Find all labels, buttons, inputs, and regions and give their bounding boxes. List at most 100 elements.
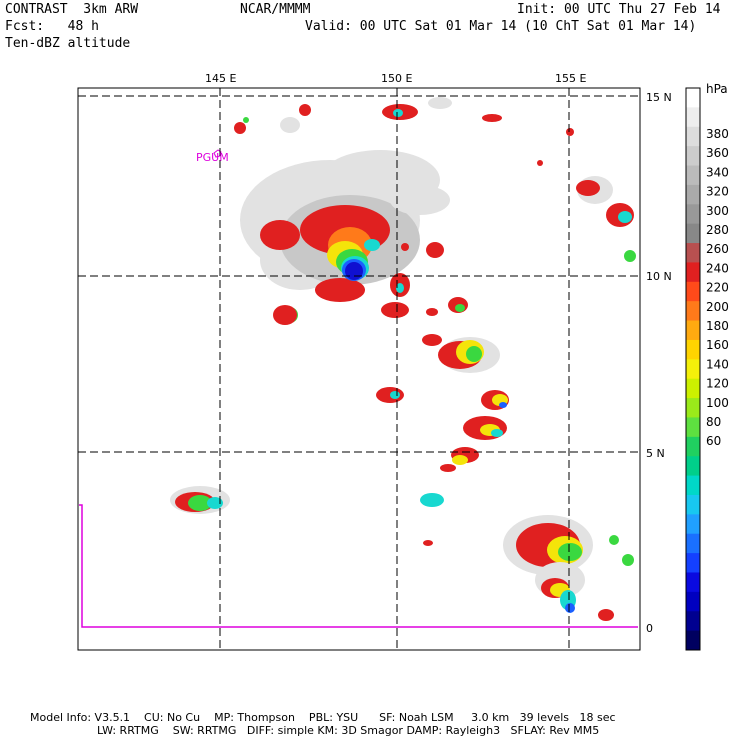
colorbar-swatch [686,281,700,302]
echo-cell [396,283,404,293]
echo-cell [234,122,246,134]
echo-cell [280,117,300,133]
colorbar-swatch [686,184,700,205]
colorbar-swatch [686,398,700,418]
organization: NCAR/MMMM [240,2,311,17]
colorbar-swatch [686,243,700,263]
echo-cell [381,302,409,318]
colorbar-label: 100 [706,396,729,410]
map-frame [77,87,641,651]
echo-cell [390,391,400,399]
init-time: Init: 00 UTC Thu 27 Feb 14 [517,2,721,17]
field-name: Ten-dBZ altitude [5,36,131,51]
echo-cell [598,609,614,621]
echo-cell [364,239,380,251]
colorbar-label: 240 [706,261,729,275]
echo-cell [401,243,409,251]
colorbar-swatch [686,359,700,380]
lon-label-155: 155 E [555,72,586,85]
valid-time: Valid: 00 UTC Sat 01 Mar 14 (10 ChT Sat … [305,19,697,34]
colorbar-label: 160 [706,338,729,352]
lat-label-5: 5 N [646,447,665,460]
colorbar-swatch [686,553,700,573]
echo-cell [618,211,632,223]
colorbar-swatch [686,320,700,341]
colorbar-swatch [686,456,700,477]
echo-cell [428,97,452,109]
colorbar-label: 260 [706,242,729,256]
colorbar-swatch [686,223,700,244]
echo-cell [452,455,468,465]
forecast-hour: Fcst: 48 h [5,19,99,34]
colorbar-labels: 380 360 340 320 300 280 260 240 220 200 180 160 140 1… [706,127,729,448]
colorbar-swatch [686,591,700,612]
echo-cell [455,304,465,312]
colorbar-swatch [686,165,700,186]
colorbar-label: 360 [706,146,729,160]
coast-boundary [79,504,638,628]
echo-cell [420,493,444,507]
echo-cell [426,308,438,316]
colorbar-swatch [686,514,700,535]
colorbar-frame [685,87,701,651]
echo-cell [315,278,365,302]
echo-cell [466,346,482,362]
colorbar-swatch [686,146,700,167]
footer-physics-info: LW: RRTMG SW: RRTMG DIFF: simple KM: 3D … [97,724,600,737]
echo-cell [390,185,450,215]
echo-cell [188,495,212,511]
colorbar-label: 180 [706,319,729,333]
station-label-pgum: PGUM [196,151,229,164]
colorbar-label: 320 [706,185,729,199]
colorbar-label: 140 [706,357,729,371]
colorbar-label: 380 [706,127,729,141]
echo-cell [537,160,543,166]
echo-cell [576,180,600,196]
colorbar-swatch [686,494,700,515]
lat-lon-grid [78,88,640,650]
colorbar-swatch [686,630,700,651]
colorbar-swatch [686,339,700,360]
lon-label-145: 145 E [205,72,236,85]
colorbar-label: 280 [706,223,729,237]
colorbar-unit: hPa [706,82,728,96]
echo-cell [273,305,297,325]
radar-echoes [170,97,636,621]
colorbar-label: 300 [706,204,729,218]
model-title: CONTRAST 3km ARW [5,2,139,17]
echo-cell [491,429,503,437]
echo-cell [565,603,575,613]
lat-label-15: 15 N [646,91,672,104]
echo-cell [423,540,433,546]
colorbar-swatch [686,262,700,283]
echo-cell [426,242,444,258]
colorbar-swatch [686,88,700,108]
colorbar-swatch [686,417,700,438]
colorbar-swatch [686,572,700,593]
echo-cell [482,114,502,122]
colorbar-swatch [686,475,700,496]
footer-model-info: Model Info: V3.5.1 CU: No Cu MP: Thompso… [30,711,616,724]
colorbar-swatch [686,436,700,457]
echo-cell [260,220,300,250]
colorbar [685,87,701,651]
echo-cell [440,464,456,472]
echo-cell [622,554,634,566]
echo-cell [499,402,507,408]
colorbar-label: 200 [706,300,729,314]
lat-label-10: 10 N [646,270,672,283]
colorbar-swatch [686,533,700,554]
colorbar-swatch [686,204,700,225]
echo-cell [299,104,311,116]
colorbar-label: 60 [706,434,721,448]
echo-cell [243,117,249,123]
colorbar-swatch [686,611,700,632]
echo-cell [345,262,363,280]
echo-cell [624,250,636,262]
lat-label-0: 0 [646,622,653,635]
colorbar-swatch [686,301,700,322]
colorbar-swatch [686,126,700,147]
colorbar-label: 220 [706,281,729,295]
echo-cell [566,128,574,136]
